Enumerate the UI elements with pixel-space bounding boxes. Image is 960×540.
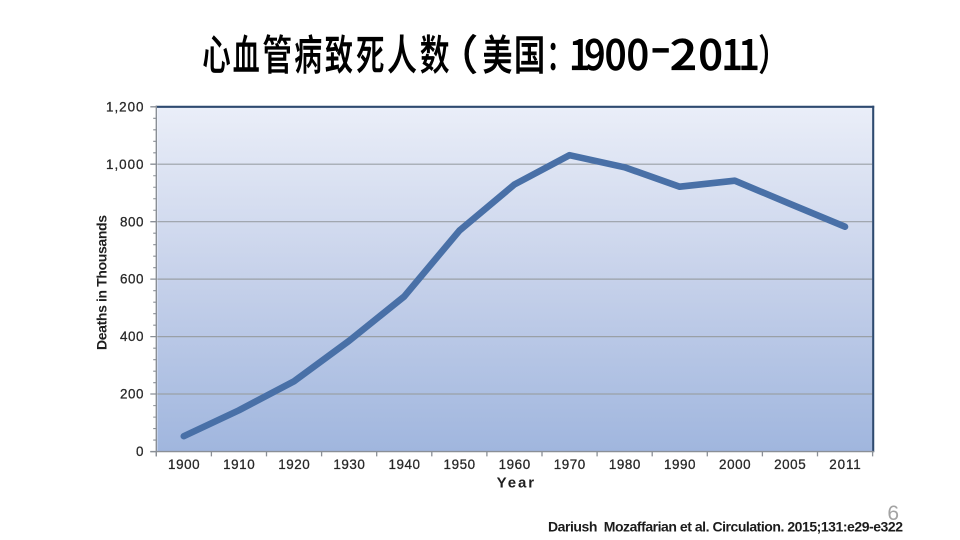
svg-text:Dariush Mozaffarian et al. Ci: Dariush Mozaffarian et al. Circulation. … [548, 519, 903, 535]
svg-text:6: 6 [887, 502, 899, 525]
svg-text:1920: 1920 [278, 457, 310, 472]
svg-text:1990: 1990 [664, 457, 696, 472]
svg-text:Deaths in Thousands: Deaths in Thousands [94, 215, 110, 350]
svg-text:1,200: 1,200 [106, 99, 144, 114]
svg-text:1910: 1910 [223, 457, 255, 472]
svg-text:2000: 2000 [719, 457, 751, 472]
svg-text:600: 600 [120, 272, 144, 287]
svg-text:1970: 1970 [554, 457, 586, 472]
svg-text:2005: 2005 [774, 457, 806, 472]
svg-text:1,000: 1,000 [106, 157, 144, 172]
svg-text:400: 400 [120, 329, 144, 344]
svg-text:0: 0 [136, 444, 143, 459]
svg-text:1960: 1960 [499, 457, 531, 472]
svg-text:1940: 1940 [388, 457, 420, 472]
svg-text:Year: Year [497, 474, 535, 491]
svg-text:2011: 2011 [829, 457, 861, 472]
svg-text:200: 200 [120, 387, 144, 402]
svg-text:1980: 1980 [609, 457, 641, 472]
svg-text:1950: 1950 [444, 457, 476, 472]
svg-text:1930: 1930 [333, 457, 365, 472]
svg-text:800: 800 [120, 214, 144, 229]
svg-text:1900: 1900 [168, 457, 200, 472]
